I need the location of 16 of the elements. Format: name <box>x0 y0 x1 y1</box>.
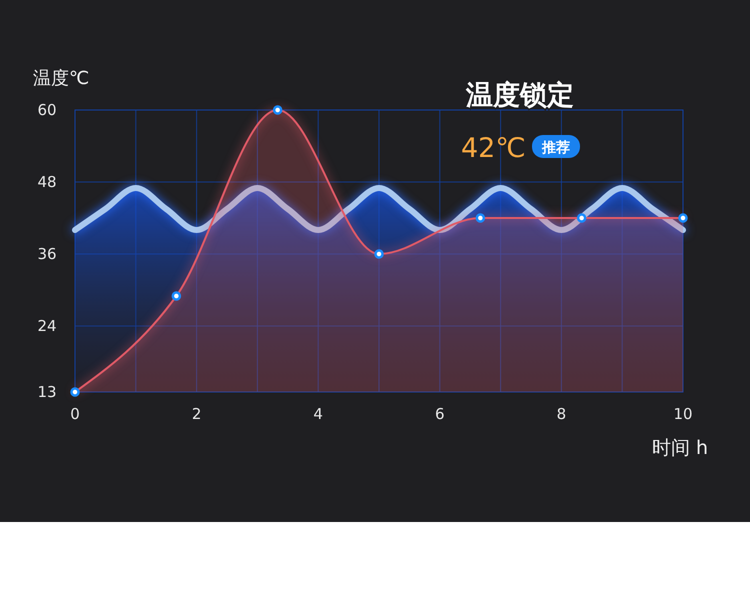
x-tick-label: 6 <box>435 405 445 423</box>
x-tick-label: 4 <box>313 405 323 423</box>
chart-title: 温度锁定 <box>465 80 574 111</box>
y-tick-label: 13 <box>37 383 57 401</box>
y-tick-label: 60 <box>37 101 57 119</box>
x-tick-label: 8 <box>556 405 566 423</box>
x-axis-title: 时间 h <box>652 437 708 459</box>
annotation: 42℃ <box>461 133 526 164</box>
annotation: 推荐 <box>541 140 570 156</box>
y-axis-title: 温度℃ <box>33 68 90 89</box>
y-tick-label: 24 <box>37 317 57 335</box>
x-tick-label: 0 <box>70 405 80 423</box>
y-tick-label: 48 <box>37 173 57 191</box>
x-tick-label: 2 <box>192 405 202 423</box>
x-tick-label: 10 <box>673 405 693 423</box>
y-tick-label: 36 <box>37 245 57 263</box>
